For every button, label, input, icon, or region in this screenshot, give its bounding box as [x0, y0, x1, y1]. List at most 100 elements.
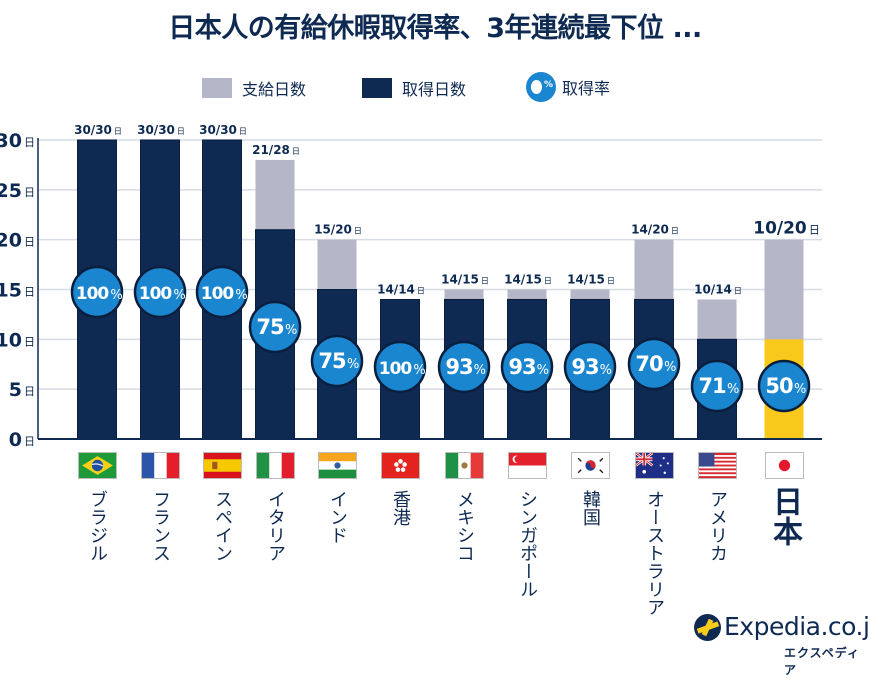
y-tick-unit: 日	[24, 335, 35, 348]
y-tick-unit: 日	[24, 186, 35, 199]
rate-circle	[757, 359, 811, 413]
rate-percent-sign: %	[110, 288, 122, 303]
value-label-unit: 日	[481, 277, 489, 286]
legend-label-taken: 取得日数	[402, 80, 467, 99]
value-label: 30/30	[199, 123, 237, 137]
rate-circle	[195, 265, 249, 319]
value-label-unit: 日	[809, 224, 820, 237]
rate-value: 100	[139, 284, 173, 304]
value-label: 14/15	[504, 273, 542, 287]
y-tick-unit: 日	[24, 136, 35, 149]
value-label-unit: 日	[177, 127, 185, 136]
rate-value: 100	[379, 359, 413, 379]
legend-label-rate: 取得率	[562, 79, 611, 98]
chart-legend: 支給日数 取得日数 % 取得率	[0, 72, 870, 104]
rate-circle	[627, 337, 681, 391]
expedia-logo: Expedia.co.jp エクスペディア	[694, 612, 870, 677]
mexico-flag	[445, 452, 484, 479]
country-label: スペイン	[212, 490, 233, 562]
rate-percent-sign: %	[727, 382, 739, 397]
country-label: メキシコ	[454, 490, 475, 562]
y-tick-unit: 日	[24, 435, 35, 448]
y-tick-unit: 日	[24, 385, 35, 398]
rate-percent-sign: %	[537, 363, 549, 378]
rate-circle	[373, 340, 427, 394]
y-tick-label: 25	[0, 180, 22, 202]
value-label-unit: 日	[544, 277, 552, 286]
france-flag	[141, 452, 180, 479]
country-label: イタリア	[265, 490, 286, 562]
legend-item-rate: % 取得率	[526, 72, 611, 102]
y-tick-label: 5	[9, 379, 22, 401]
country-label: 韓国	[580, 490, 601, 526]
value-label-unit: 日	[671, 227, 679, 236]
logo-text: Expedia.co.jp	[724, 612, 870, 641]
rate-percent-sign: %	[794, 382, 806, 397]
spain-flag	[203, 452, 242, 479]
value-label: 10/20	[753, 219, 807, 239]
value-label: 14/14	[377, 282, 415, 296]
country-label: オーストラリア	[644, 490, 665, 616]
rate-value: 71	[698, 374, 726, 398]
value-label-unit: 日	[292, 147, 300, 156]
value-label: 21/28	[252, 143, 290, 157]
rate-circle	[500, 340, 554, 394]
rate-percent-sign: %	[474, 363, 486, 378]
rate-value: 93	[508, 355, 535, 379]
value-label: 10/14	[694, 282, 732, 296]
legend-item-granted: 支給日数	[202, 74, 306, 102]
rate-circle	[133, 265, 187, 319]
country-label: 香港	[390, 490, 411, 526]
rate-value: 100	[76, 284, 110, 304]
brazil-flag	[78, 452, 117, 479]
country-label: フランス	[150, 490, 171, 562]
rate-circle	[437, 340, 491, 394]
rate-percent-sign: %	[413, 363, 425, 378]
country-label: アメリカ	[707, 490, 728, 562]
india-flag	[318, 452, 357, 479]
legend-swatch-granted	[202, 78, 232, 98]
country-label: 日本	[767, 486, 802, 546]
rate-percent-sign: %	[600, 363, 612, 378]
value-label: 14/20	[631, 223, 669, 237]
australia-flag	[635, 452, 674, 479]
rate-value: 75	[256, 315, 284, 339]
japan-flag	[765, 452, 804, 479]
country-label: インド	[327, 490, 348, 544]
y-tick-label: 15	[0, 280, 22, 302]
expedia-plane-icon	[694, 614, 721, 641]
logo-subtext: エクスペディア	[784, 646, 860, 677]
value-label-unit: 日	[417, 286, 425, 295]
y-tick-label: 0	[9, 429, 22, 451]
value-label: 15/20	[314, 223, 352, 237]
rate-value: 100	[201, 284, 235, 304]
percent-circle-icon: %	[526, 72, 556, 102]
rate-percent-sign: %	[285, 323, 297, 338]
y-tick-label: 30	[0, 130, 22, 152]
rate-percent-sign: %	[173, 288, 185, 303]
rate-circle	[563, 340, 617, 394]
rate-percent-sign: %	[235, 288, 247, 303]
rate-percent-sign: %	[664, 360, 676, 375]
legend-label-granted: 支給日数	[242, 80, 307, 99]
rate-circle	[248, 300, 302, 354]
value-label: 14/15	[441, 273, 479, 287]
italy-flag	[256, 452, 295, 479]
legend-swatch-taken	[362, 78, 392, 98]
rate-circle	[310, 334, 364, 388]
value-label-unit: 日	[734, 286, 742, 295]
legend-item-taken: 取得日数	[362, 74, 466, 102]
rate-percent-sign: %	[347, 357, 359, 372]
rate-value: 93	[571, 355, 598, 379]
chart-title: 日本人の有給休暇取得率、3年連続最下位 ...	[168, 13, 702, 44]
rate-value: 93	[445, 355, 472, 379]
rate-circle	[70, 265, 124, 319]
y-tick-label: 10	[0, 329, 22, 351]
value-label: 14/15	[567, 273, 605, 287]
hong-kong-flag	[381, 452, 420, 479]
rate-circle	[690, 359, 744, 413]
value-label-unit: 日	[354, 227, 362, 236]
south-korea-flag	[571, 452, 610, 479]
rate-value: 50	[765, 374, 793, 398]
